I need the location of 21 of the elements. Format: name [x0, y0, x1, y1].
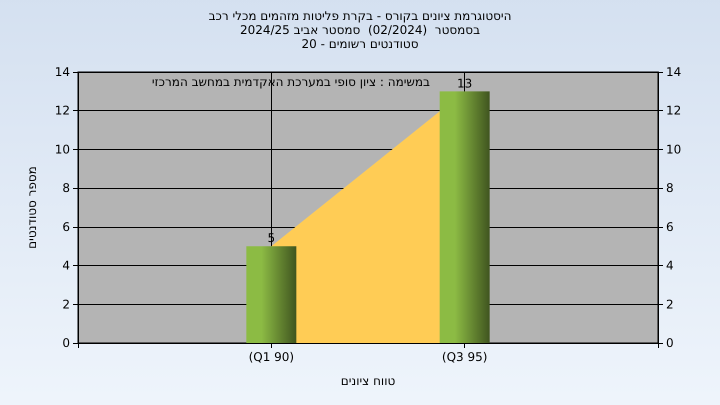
y2-tick-label: 2: [666, 297, 674, 312]
y2-tick-label: 0: [666, 336, 674, 350]
y-tick-label: 8: [62, 181, 70, 196]
y-tick-label: 2: [62, 297, 70, 312]
y-tick-label: 0: [62, 336, 70, 350]
y2-tick-label: 12: [666, 104, 682, 118]
y2-tick-label: 10: [666, 142, 682, 156]
y2-tick-label: 6: [666, 220, 674, 234]
y-tick-label: 4: [62, 258, 70, 273]
chart-title: היסטוגרמת ציונים בקורס - בקרת פליטות מזהמים מכלי רכב בסמסטר (02/2024) סמסטר אביב 2024/25 סטודנטים רשומים - 20: [208, 9, 512, 51]
y-tick-label: 14: [54, 65, 70, 79]
y-axis-title: מספר סטודנטים: [25, 166, 39, 249]
y-tick-label: 12: [54, 104, 70, 118]
x-axis-title: טווח ציונים: [340, 374, 396, 388]
y2-tick-label: 14: [666, 65, 682, 79]
y-tick-label: 10: [54, 142, 70, 156]
y2-tick-label: 4: [666, 258, 674, 273]
x-tick-label: (Q3 95): [442, 350, 488, 364]
y-tick-label: 6: [62, 220, 70, 234]
y2-tick-label: 8: [666, 181, 674, 196]
x-tick-label: (Q1 90): [248, 350, 294, 364]
